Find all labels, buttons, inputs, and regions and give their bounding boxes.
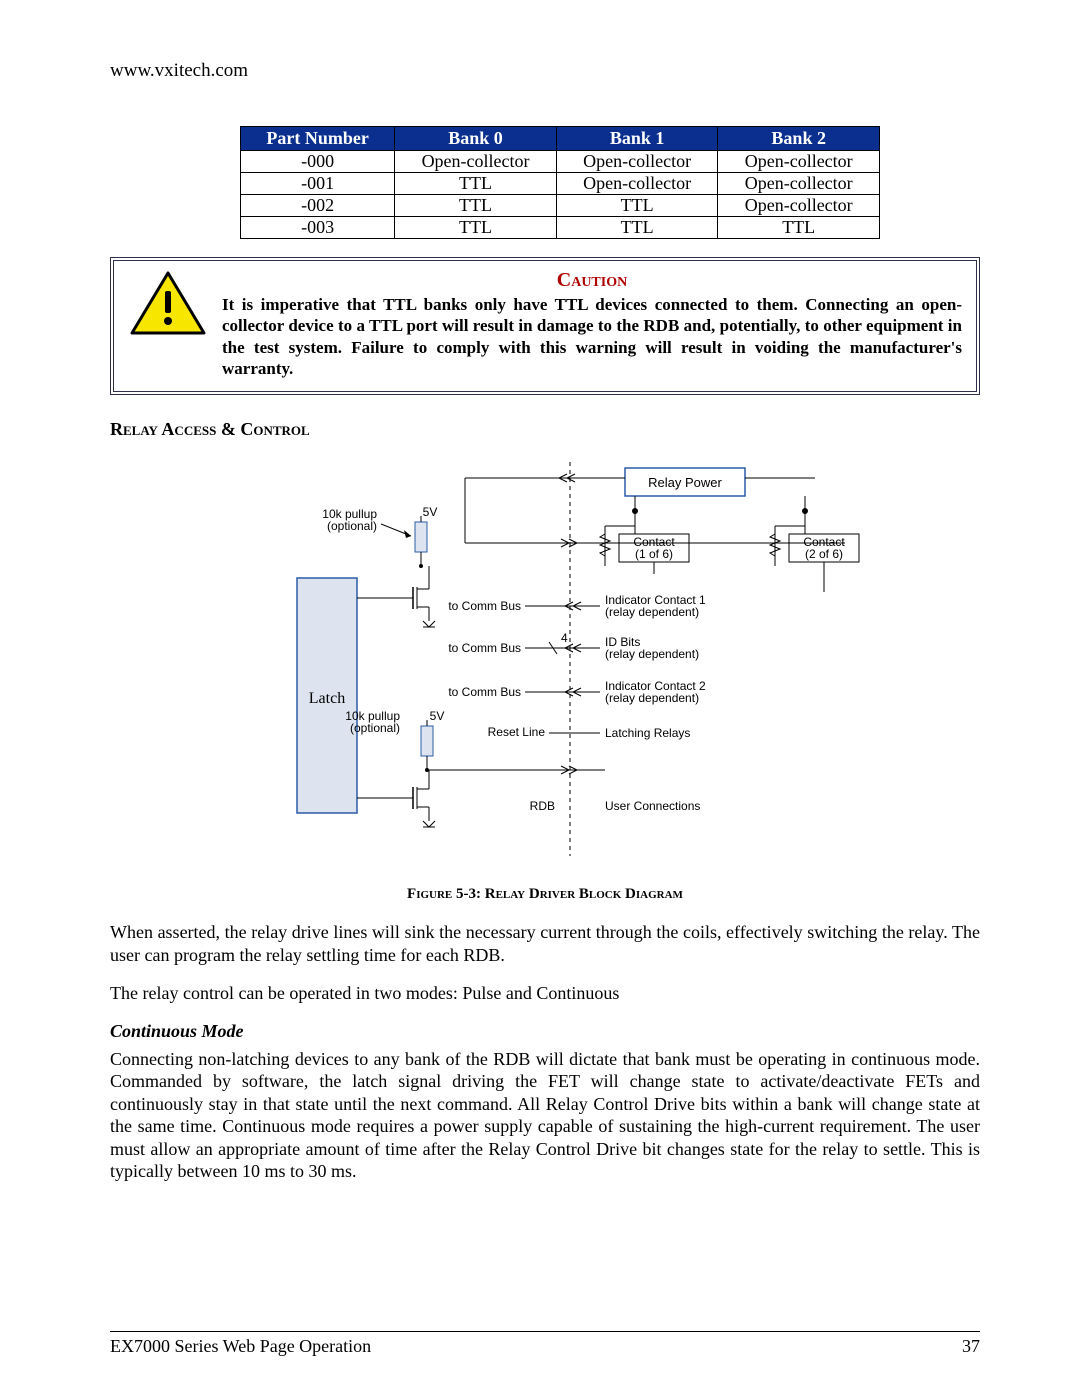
cell: Open-collector [718, 173, 880, 195]
caution-box: Caution It is imperative that TTL banks … [110, 257, 980, 395]
cell: TTL [395, 217, 557, 239]
lbl-latch: Latch [309, 690, 345, 707]
lbl-latching: Latching Relays [605, 726, 690, 740]
cell: Open-collector [718, 151, 880, 173]
th-bank0: Bank 0 [395, 127, 557, 151]
th-bank2: Bank 2 [718, 127, 880, 151]
para-1: When asserted, the relay drive lines wil… [110, 921, 980, 966]
cell: -002 [241, 195, 395, 217]
cell: Open-collector [556, 173, 718, 195]
lbl-rdb: RDB [530, 799, 555, 813]
cell: TTL [556, 195, 718, 217]
table-row: -002 TTL TTL Open-collector [241, 195, 880, 217]
table-row: -000 Open-collector Open-collector Open-… [241, 151, 880, 173]
th-part: Part Number [241, 127, 395, 151]
footer: EX7000 Series Web Page Operation 37 [110, 1331, 980, 1357]
lbl-userconn: User Connections [605, 799, 700, 813]
lbl-ind1b: (relay dependent) [605, 605, 699, 619]
para-2: The relay control can be operated in two… [110, 982, 980, 1005]
lbl-idn: 4 [561, 631, 568, 645]
cell: TTL [395, 195, 557, 217]
para-3: Connecting non-latching devices to any b… [110, 1048, 980, 1183]
cell: -003 [241, 217, 395, 239]
caution-title: Caution [222, 269, 962, 292]
header-url: www.vxitech.com [110, 60, 980, 82]
footer-left: EX7000 Series Web Page Operation [110, 1336, 371, 1357]
cell: TTL [718, 217, 880, 239]
table-row: -001 TTL Open-collector Open-collector [241, 173, 880, 195]
cell: Open-collector [395, 151, 557, 173]
cell: TTL [556, 217, 718, 239]
subheading: Continuous Mode [110, 1021, 980, 1042]
th-bank1: Bank 1 [556, 127, 718, 151]
lbl-pullup1b: (optional) [327, 519, 377, 533]
lbl-pullup2b: (optional) [350, 721, 400, 735]
section-heading: Relay Access & Control [110, 419, 980, 440]
lbl-contact2b: (2 of 6) [805, 547, 843, 561]
bank-table: Part Number Bank 0 Bank 1 Bank 2 -000 Op… [240, 126, 880, 239]
lbl-reset: Reset Line [488, 725, 546, 739]
lbl-comm1: to Comm Bus [448, 599, 521, 613]
cell: TTL [395, 173, 557, 195]
footer-page: 37 [962, 1336, 980, 1357]
lbl-contact1b: (1 of 6) [635, 547, 673, 561]
lbl-5v2: 5V [430, 709, 445, 723]
cell: Open-collector [718, 195, 880, 217]
figure-caption: Figure 5-3: Relay Driver Block Diagram [110, 886, 980, 903]
cell: -001 [241, 173, 395, 195]
lbl-5v1: 5V [423, 505, 438, 519]
lbl-comm3: to Comm Bus [448, 685, 521, 699]
lbl-ind2b: (relay dependent) [605, 691, 699, 705]
cell: -000 [241, 151, 395, 173]
lbl-comm2: to Comm Bus [448, 641, 521, 655]
lbl-relay-power: Relay Power [648, 475, 722, 490]
warning-icon [128, 269, 208, 339]
relay-diagram: Relay Power [110, 448, 980, 868]
lbl-idbitsb: (relay dependent) [605, 647, 699, 661]
cell: Open-collector [556, 151, 718, 173]
caution-text: It is imperative that TTL banks only hav… [222, 294, 962, 379]
table-row: -003 TTL TTL TTL [241, 217, 880, 239]
